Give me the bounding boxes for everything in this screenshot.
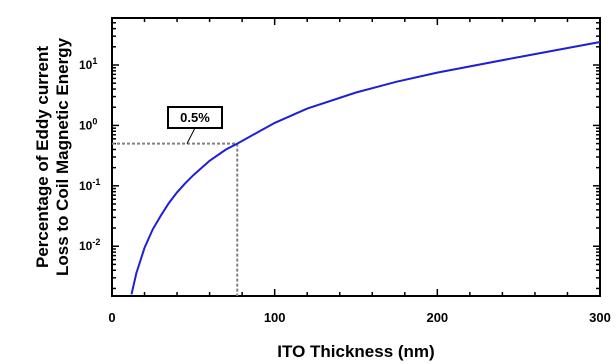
x-axis-label: ITO Thickness (nm) <box>277 342 434 361</box>
y-tick-base: 10 <box>79 118 93 132</box>
annotation-guides <box>112 127 239 296</box>
y-axis-label: Percentage of Eddy current Loss to Coil … <box>33 37 72 276</box>
y-tick-exponent: 1 <box>92 56 97 66</box>
annotation-box: 0.5% <box>167 106 223 129</box>
y-tick-exponent: -1 <box>92 177 100 187</box>
y-tick-base: 10 <box>79 58 93 72</box>
y-axis-label-line-2: Loss to Coil Magnetic Energy <box>53 37 72 276</box>
y-tick-base: 10 <box>79 239 93 253</box>
annotation-frame <box>167 106 223 129</box>
y-tick-exponent: 0 <box>92 116 97 126</box>
y-tick-exponent: -2 <box>92 237 100 247</box>
y-axis-label-line-1: Percentage of Eddy current <box>33 46 52 268</box>
x-tick-label: 100 <box>264 310 286 325</box>
annotation-leader <box>186 127 196 144</box>
y-tick-label: 10-1 <box>79 177 100 193</box>
y-tick-label: 10-2 <box>79 237 100 253</box>
annotation-label: 0.5% <box>180 110 210 125</box>
y-tick-base: 10 <box>79 179 93 193</box>
y-tick-label: 100 <box>79 116 97 132</box>
plot-frame <box>111 17 601 297</box>
x-ticks: 0 100 200 300 <box>108 18 611 325</box>
x-tick-label: 200 <box>426 310 448 325</box>
y-tick-label: 101 <box>79 56 97 72</box>
x-tick-label: 0 <box>108 310 115 325</box>
x-tick-label: 300 <box>589 310 611 325</box>
series-line <box>130 41 601 295</box>
